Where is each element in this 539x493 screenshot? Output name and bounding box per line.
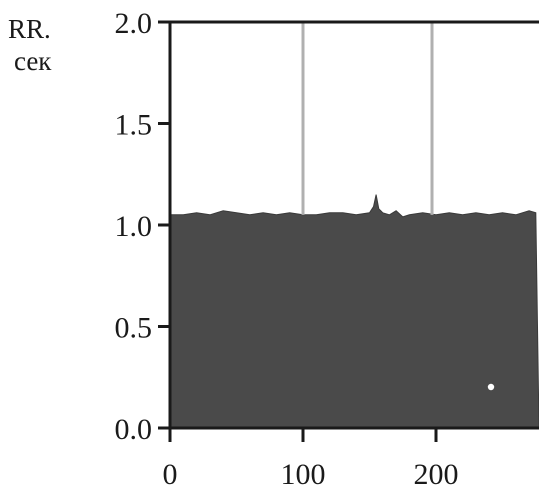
- y-tick-label-1: 0.5: [115, 312, 153, 345]
- x-tick-label-2: 200: [414, 458, 459, 491]
- y-axis-label-line2: сек: [14, 46, 52, 76]
- area-layer: [169, 194, 539, 429]
- y-tick-label-4: 2.0: [115, 7, 153, 40]
- y-tick-label-2: 1.0: [115, 210, 153, 243]
- y-tick-label-3: 1.5: [115, 109, 153, 142]
- marker-layer: [301, 22, 434, 215]
- x-tick-label-0: 0: [163, 458, 178, 491]
- x-tick-label-1: 100: [281, 458, 326, 491]
- y-axis-label-line1: RR.: [8, 14, 51, 44]
- y-tick-label-0: 0.0: [115, 413, 153, 446]
- dot-layer: [487, 383, 495, 391]
- tick-layer: 0.0 0.5 1.0 1.5 2.0 0 100 200: [115, 7, 459, 491]
- noise-dot: [487, 383, 495, 391]
- rr-series-area: [169, 194, 539, 429]
